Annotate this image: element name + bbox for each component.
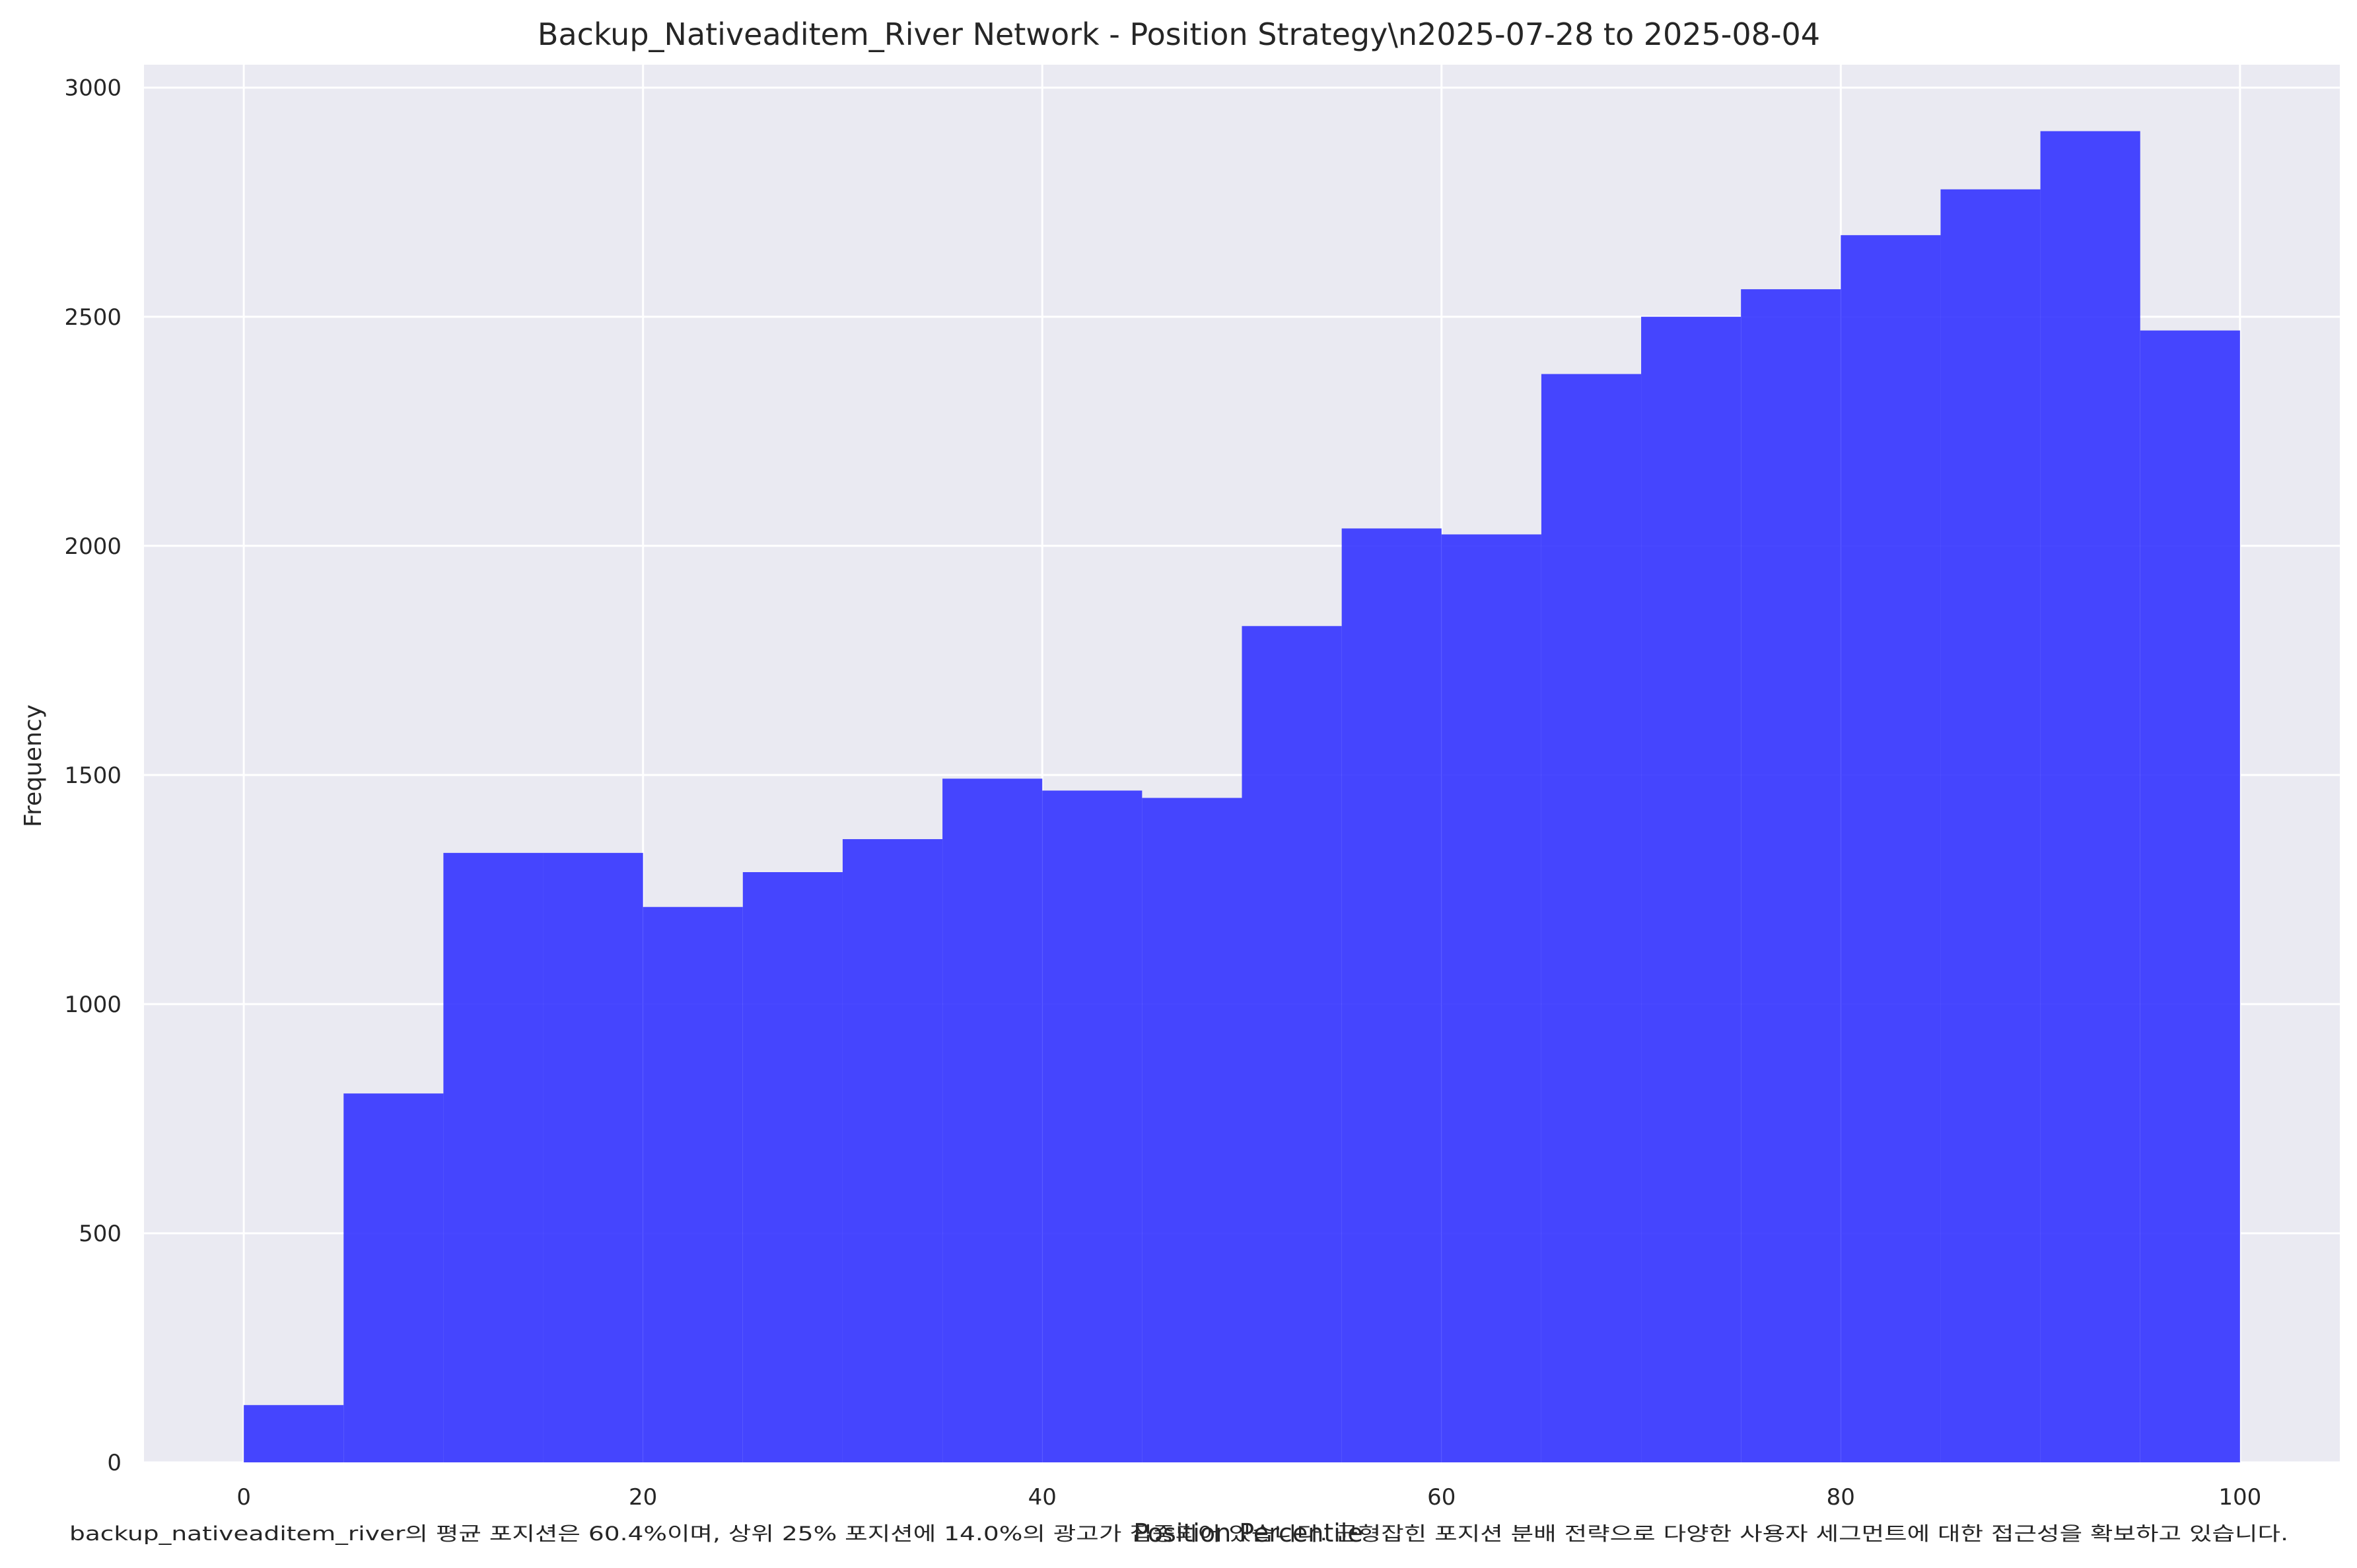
y-tick-label: 500 xyxy=(79,1221,122,1247)
histogram-bar xyxy=(1741,289,1841,1463)
histogram-bar xyxy=(742,872,843,1462)
y-tick-label: 1000 xyxy=(64,992,122,1018)
chart-title: Backup_Nativeaditem_River Network - Posi… xyxy=(538,17,1820,52)
y-axis-label: Frequency xyxy=(20,704,47,827)
chart-caption: backup_nativeaditem_river의 평균 포지션은 60.4%… xyxy=(69,1522,2288,1545)
histogram-bar xyxy=(1142,798,1242,1462)
histogram-bar xyxy=(543,852,643,1462)
x-tick-label: 20 xyxy=(629,1484,657,1511)
x-tick-label: 60 xyxy=(1427,1484,1456,1511)
histogram-bar xyxy=(244,1405,344,1462)
histogram-bar xyxy=(1841,235,1941,1462)
histogram-bar xyxy=(1641,316,1741,1462)
bars xyxy=(244,131,2240,1463)
histogram-bar xyxy=(343,1093,444,1462)
histogram-bar xyxy=(1441,534,1541,1462)
y-tick-label: 2500 xyxy=(64,304,122,331)
x-tick-label: 80 xyxy=(1827,1484,1855,1511)
histogram-bar xyxy=(942,778,1043,1462)
x-tick-label: 100 xyxy=(2218,1484,2261,1511)
x-axis-label: Position Percentile xyxy=(1133,1518,1363,1548)
histogram-bar xyxy=(443,852,544,1462)
histogram-bar xyxy=(1341,528,1442,1463)
y-tick-label: 1500 xyxy=(64,763,122,789)
histogram-bar xyxy=(1541,374,1642,1463)
x-tick-label: 40 xyxy=(1028,1484,1057,1511)
histogram-bar xyxy=(842,839,943,1462)
histogram-bar xyxy=(1042,790,1143,1462)
y-tick-label: 2000 xyxy=(64,533,122,560)
histogram-bar xyxy=(2140,330,2240,1463)
x-tick-label: 0 xyxy=(236,1484,251,1511)
histogram-bar xyxy=(1940,189,2041,1463)
histogram-bar xyxy=(2040,131,2140,1462)
histogram-bar xyxy=(1242,626,1342,1462)
y-tick-label: 3000 xyxy=(64,75,122,102)
y-tick-label: 0 xyxy=(107,1450,122,1476)
histogram-bar xyxy=(643,906,743,1462)
